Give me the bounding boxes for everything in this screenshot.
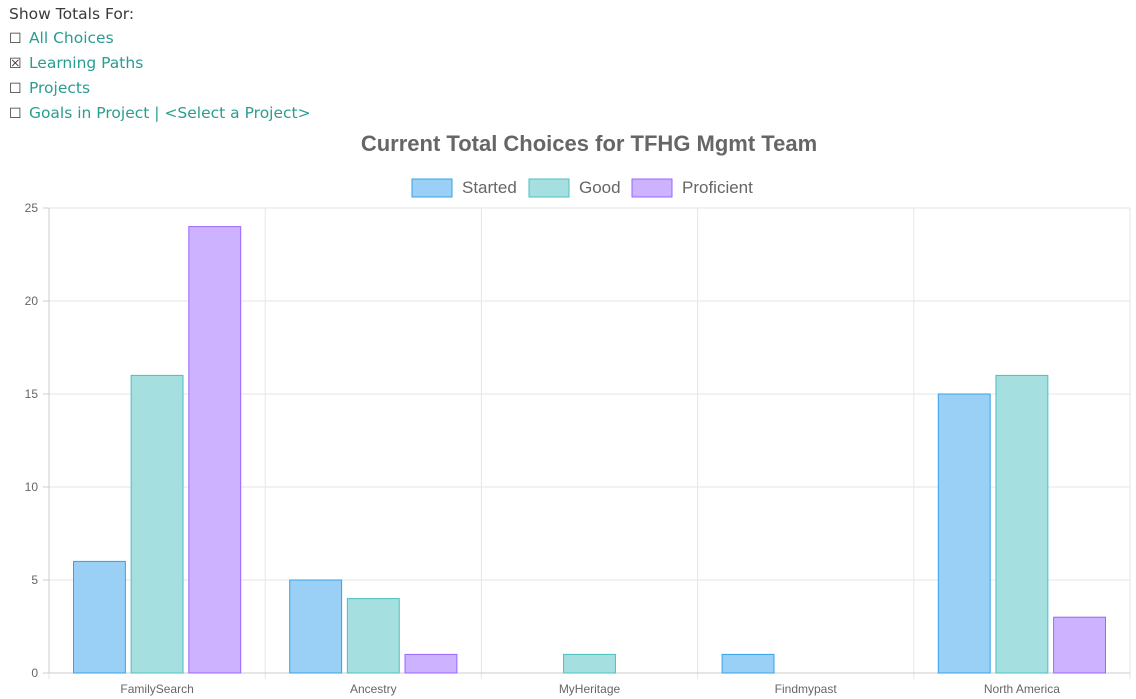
legend-label-started: Started bbox=[462, 178, 517, 197]
bar-started bbox=[73, 560, 126, 674]
checkbox-checked-icon[interactable]: ☒ bbox=[9, 56, 22, 72]
option-all-choices[interactable]: ☐ All Choices bbox=[9, 26, 311, 51]
bar-proficient bbox=[188, 226, 242, 674]
checkbox-unchecked-icon[interactable]: ☐ bbox=[9, 31, 22, 47]
x-tick-label: FamilySearch bbox=[120, 682, 193, 696]
option-label[interactable]: All Choices bbox=[28, 29, 114, 47]
option-projects[interactable]: ☐ Projects bbox=[9, 76, 311, 101]
bar-started bbox=[289, 579, 343, 674]
checkbox-unchecked-icon[interactable]: ☐ bbox=[9, 81, 22, 97]
legend-label-good: Good bbox=[579, 178, 621, 197]
show-totals-heading: Show Totals For: bbox=[9, 5, 135, 23]
totals-options: Show Totals For: ☐ All Choices ☒ Learnin… bbox=[9, 2, 311, 126]
separator: | bbox=[154, 104, 160, 122]
option-label[interactable]: Projects bbox=[28, 79, 91, 97]
bar-good bbox=[995, 374, 1049, 674]
option-goals-in-project[interactable]: ☐ Goals in Project | <Select a Project> bbox=[9, 101, 311, 126]
bar-proficient bbox=[1053, 616, 1106, 674]
legend-label-proficient: Proficient bbox=[682, 178, 753, 197]
y-tick-label: 0 bbox=[31, 666, 38, 680]
y-tick-label: 15 bbox=[25, 387, 39, 401]
legend-swatch-good bbox=[528, 178, 570, 198]
bar-proficient bbox=[404, 653, 458, 674]
y-tick-label: 20 bbox=[25, 294, 39, 308]
bar-good bbox=[130, 374, 184, 674]
bar-started bbox=[721, 653, 775, 674]
x-tick-label: Ancestry bbox=[350, 682, 397, 696]
legend-swatch-started bbox=[411, 178, 453, 198]
y-tick-label: 25 bbox=[25, 201, 39, 215]
x-tick-label: Findmypast bbox=[775, 682, 838, 696]
bar-good bbox=[346, 598, 400, 674]
project-select-link[interactable]: <Select a Project> bbox=[164, 104, 311, 122]
y-tick-label: 5 bbox=[31, 573, 38, 587]
x-tick-label: North America bbox=[984, 682, 1060, 696]
bar-good bbox=[563, 653, 616, 674]
y-tick-label: 10 bbox=[25, 480, 39, 494]
chart-title: Current Total Choices for TFHG Mgmt Team bbox=[361, 131, 817, 156]
legend-swatch-proficient bbox=[631, 178, 673, 198]
x-tick-label: MyHeritage bbox=[559, 682, 621, 696]
checkbox-unchecked-icon[interactable]: ☐ bbox=[9, 106, 22, 122]
bar-chart: Current Total Choices for TFHG Mgmt Team… bbox=[25, 131, 1131, 696]
option-learning-paths[interactable]: ☒ Learning Paths bbox=[9, 51, 311, 76]
option-label[interactable]: Goals in Project bbox=[28, 104, 150, 122]
option-label[interactable]: Learning Paths bbox=[28, 54, 144, 72]
bar-started bbox=[937, 393, 991, 674]
